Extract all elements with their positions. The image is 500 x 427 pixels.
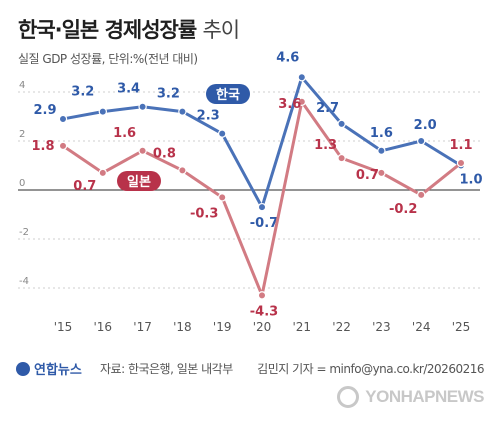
x-tick-label: '15 <box>54 320 73 334</box>
japan-data-label: 0.7 <box>356 168 379 183</box>
korea-data-point <box>417 136 426 146</box>
x-tick-label: '17 <box>133 320 152 334</box>
x-tick-label: '19 <box>213 320 232 334</box>
korea-data-point <box>257 202 267 212</box>
x-tick-label: '23 <box>372 320 391 334</box>
chart-title: 한국·일본 경제성장률 추이 <box>18 14 240 44</box>
korea-data-label: 2.3 <box>197 109 220 124</box>
korea-data-label: 1.0 <box>459 173 482 188</box>
korea-data-point <box>337 119 346 129</box>
author-credit: 김민지 기자 = minfo@yna.co.kr/20260216 <box>257 362 484 376</box>
japan-data-label: 1.1 <box>449 138 472 153</box>
japan-data-point <box>178 166 187 175</box>
japan-data-point <box>456 158 466 168</box>
x-tick-label: '21 <box>293 320 312 334</box>
japan-legend-label: 일본 <box>127 175 151 190</box>
japan-data-label: 0.7 <box>73 179 96 194</box>
japan-data-label: -0.3 <box>190 206 218 221</box>
japan-data-point <box>217 193 227 202</box>
japan-legend-badge <box>117 171 161 191</box>
japan-data-point <box>417 190 426 200</box>
korea-data-point <box>58 114 68 124</box>
title-suffix: 추이 <box>202 18 240 42</box>
korea-data-label: 3.2 <box>71 85 94 100</box>
japan-data-label: 1.3 <box>314 138 337 153</box>
korea-data-label: 4.6 <box>276 50 299 65</box>
korea-data-label: 3.2 <box>157 87 180 102</box>
brand-logo: 연합뉴스 <box>16 359 82 378</box>
japan-data-point <box>377 168 386 178</box>
korea-data-label: 2.9 <box>33 103 56 118</box>
x-tick-label: '25 <box>452 320 471 334</box>
japan-data-point <box>257 291 267 300</box>
japan-data-label: -0.2 <box>389 202 417 217</box>
korea-data-point <box>178 107 187 116</box>
yonhap-logo-icon <box>16 361 30 376</box>
japan-data-label: -4.3 <box>250 304 278 319</box>
japan-data-label: 1.8 <box>31 139 54 154</box>
y-tick-label: 2 <box>19 129 25 140</box>
korea-legend-badge <box>206 84 250 104</box>
x-tick-label: '16 <box>94 320 113 334</box>
korea-data-label: 3.4 <box>117 82 140 97</box>
y-tick-label: -4 <box>19 276 29 287</box>
korea-data-label: 1.6 <box>370 126 393 141</box>
japan-data-point <box>58 141 68 151</box>
y-tick-label: -2 <box>19 227 29 238</box>
y-tick-label: 0 <box>19 178 25 189</box>
korea-data-label: 2.7 <box>316 101 339 116</box>
korea-data-point <box>377 146 386 155</box>
korea-data-point <box>297 73 306 82</box>
japan-data-point <box>98 168 108 178</box>
korea-data-point <box>138 102 147 111</box>
japan-data-label: 3.6 <box>278 97 301 112</box>
watermark-text: YONHAPNEWS <box>365 387 484 406</box>
x-tick-label: '18 <box>173 320 192 334</box>
korea-data-label: -0.7 <box>250 216 278 231</box>
korea-legend-label: 한국 <box>216 87 240 103</box>
chart-subtitle: 실질 GDP 성장률, 단위:%(전년 대비) <box>18 52 198 66</box>
watermark: YONHAPNEWS <box>337 386 484 408</box>
y-tick-label: 4 <box>19 80 25 91</box>
x-tick-label: '24 <box>412 320 431 334</box>
x-tick-label: '20 <box>253 320 272 334</box>
japan-data-point <box>138 146 147 155</box>
japan-data-point <box>297 97 306 107</box>
korea-data-point <box>98 107 108 116</box>
x-tick-label: '22 <box>332 320 351 334</box>
title-main: 한국·일본 경제성장률 <box>18 18 197 42</box>
source-note: 자료: 한국은행, 일본 내각부 <box>100 362 233 376</box>
korea-data-label: 2.0 <box>414 118 437 133</box>
japan-data-label: 1.6 <box>113 126 136 141</box>
japan-data-point <box>337 153 346 163</box>
japan-data-label: 0.8 <box>153 146 176 161</box>
korea-data-point <box>217 129 227 138</box>
watermark-logo-icon <box>337 386 360 408</box>
brand-name: 연합뉴스 <box>34 363 82 378</box>
